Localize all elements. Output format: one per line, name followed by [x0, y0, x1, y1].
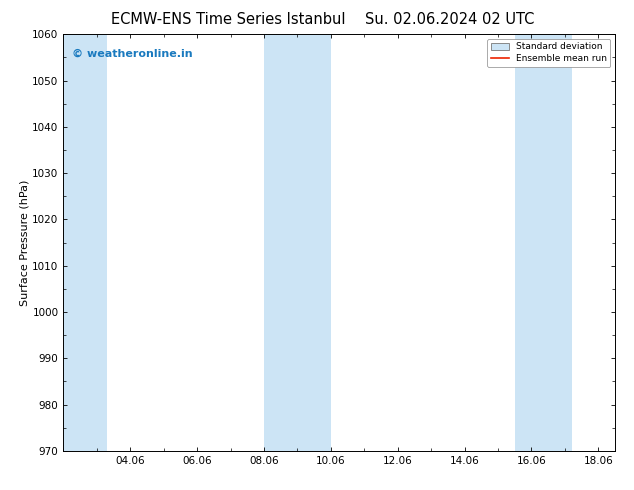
Bar	[515, 34, 571, 451]
Bar	[63, 34, 107, 451]
Bar	[264, 34, 331, 451]
Y-axis label: Surface Pressure (hPa): Surface Pressure (hPa)	[20, 179, 30, 306]
Text: Su. 02.06.2024 02 UTC: Su. 02.06.2024 02 UTC	[365, 12, 535, 27]
Legend: Standard deviation, Ensemble mean run: Standard deviation, Ensemble mean run	[487, 39, 611, 67]
Text: © weatheronline.in: © weatheronline.in	[72, 49, 192, 59]
Text: ECMW-ENS Time Series Istanbul: ECMW-ENS Time Series Istanbul	[111, 12, 346, 27]
